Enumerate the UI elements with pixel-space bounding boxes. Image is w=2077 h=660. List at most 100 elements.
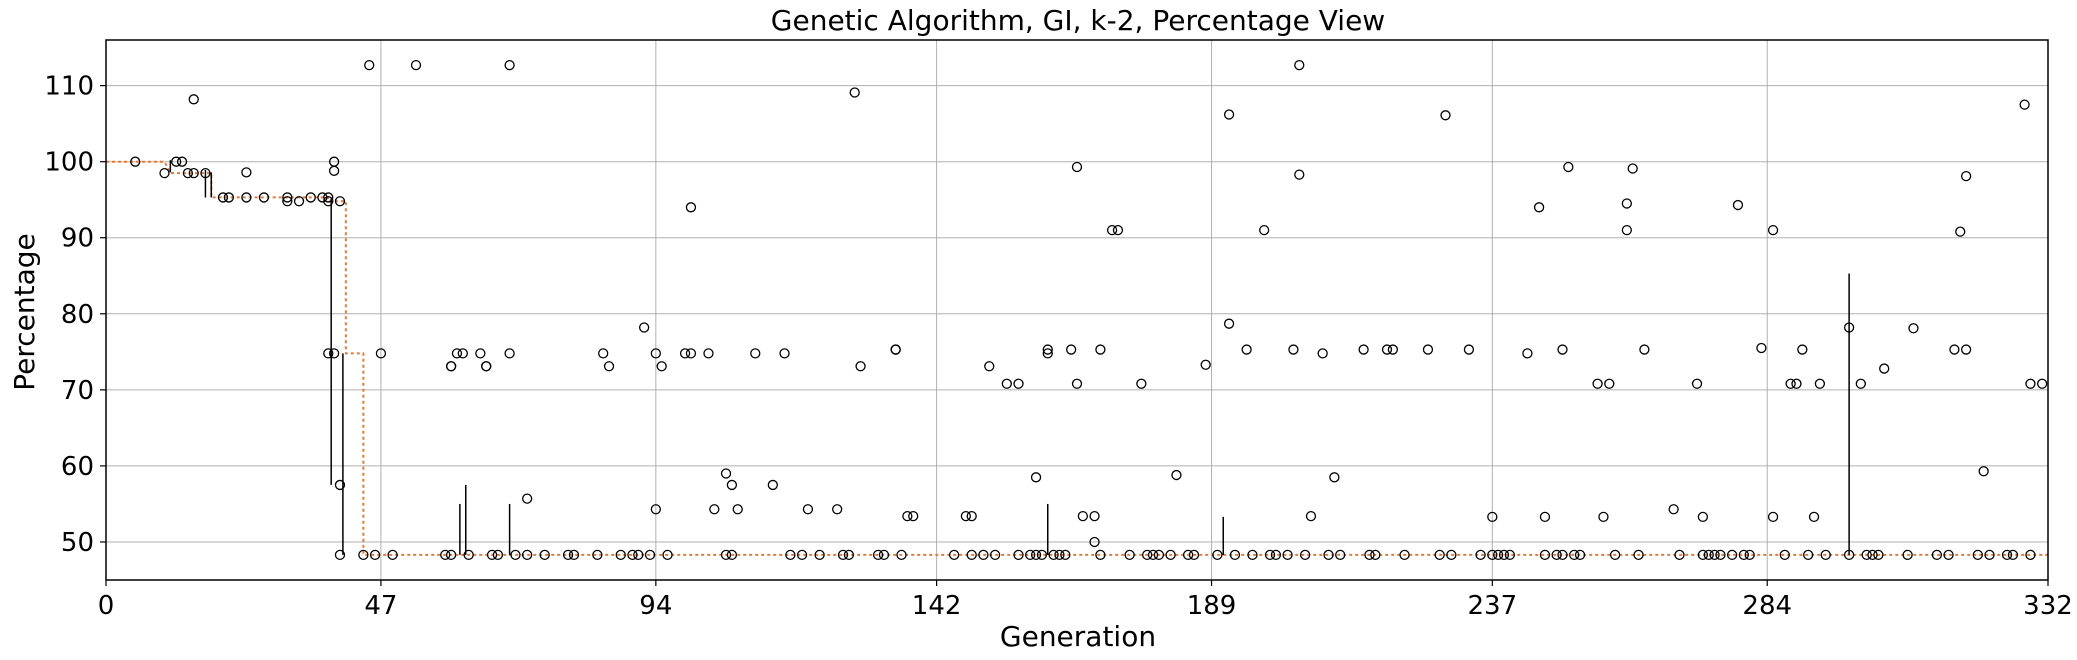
outlier-point: [364, 59, 375, 71]
outlier-point: [492, 549, 504, 561]
outlier-point: [1270, 549, 1282, 561]
outlier-point: [849, 87, 860, 98]
outlier-point: [241, 167, 252, 178]
outlier-point: [1299, 549, 1311, 561]
x-tick-label: 332: [2023, 591, 2073, 621]
outlier-point: [709, 504, 720, 515]
outlier-point: [1475, 549, 1486, 561]
outlier-point: [282, 196, 293, 207]
outlier-point: [1282, 549, 1293, 561]
outlier-point: [1294, 59, 1305, 71]
y-tick-label: 110: [44, 72, 94, 102]
outlier-point: [1557, 344, 1568, 355]
outlier-point: [1522, 348, 1533, 359]
outlier-point: [750, 348, 761, 359]
outlier-point: [855, 361, 866, 372]
x-axis-label: Generation: [1000, 620, 1156, 653]
outlier-point: [1066, 344, 1077, 355]
outlier-point: [445, 361, 457, 372]
outlier-point: [1949, 344, 1960, 355]
grid: [105, 40, 2049, 580]
outlier-point: [2001, 549, 2013, 561]
outlier-point: [720, 549, 732, 561]
outlier-point: [358, 549, 369, 561]
outlier-point: [1604, 378, 1615, 389]
outlier-point: [323, 348, 334, 359]
outlier-point: [872, 549, 884, 561]
outlier-point: [1434, 549, 1445, 561]
outlier-point: [1089, 510, 1100, 522]
outlier-point: [328, 348, 340, 359]
outlier-point: [1364, 549, 1375, 561]
outlier-point: [1317, 348, 1328, 359]
outlier-point: [679, 348, 691, 359]
outlier-point: [1715, 549, 1726, 561]
outlier-point: [1153, 549, 1165, 561]
x-tick-label: 284: [1742, 591, 1792, 621]
outlier-point: [1855, 378, 1866, 389]
outlier-point: [463, 549, 474, 561]
outlier-point: [1703, 549, 1714, 561]
outlier-point: [1030, 472, 1042, 483]
outlier-point: [1639, 344, 1650, 355]
outlier-point: [703, 348, 714, 359]
outlier-point: [568, 549, 580, 561]
outlier-point: [1188, 549, 1200, 561]
outlier-point: [1025, 549, 1036, 561]
outlier-point: [1241, 344, 1252, 355]
y-tick-label: 70: [61, 376, 94, 406]
outlier-point: [1960, 344, 1972, 355]
outlier-point: [1931, 549, 1943, 561]
outlier-point: [1902, 549, 1913, 561]
outlier-point: [989, 549, 1001, 561]
outlier-point: [1867, 549, 1878, 561]
plot-frame: [105, 39, 2049, 581]
outlier-point: [1124, 549, 1135, 561]
outlier-point: [1691, 378, 1703, 389]
outlier-point: [1446, 549, 1457, 561]
outlier-point: [767, 479, 778, 491]
outlier-point: [656, 361, 667, 372]
outlier-point: [1182, 549, 1194, 561]
outlier-point: [293, 196, 305, 207]
y-tick-label: 80: [61, 300, 94, 330]
outlier-point: [562, 549, 574, 561]
outlier-point: [633, 549, 644, 561]
outlier-point: [1533, 202, 1545, 213]
outlier-point: [984, 361, 995, 372]
outlier-point: [457, 348, 468, 359]
outlier-point: [1422, 344, 1434, 355]
outlier-point: [1785, 378, 1796, 389]
outlier-point: [1726, 549, 1738, 561]
outlier-point: [843, 549, 855, 561]
median-line: [106, 160, 2048, 556]
outlier-point: [1861, 549, 1872, 561]
outlier-point: [159, 167, 170, 179]
outlier-point: [1960, 170, 1972, 182]
outlier-point: [223, 192, 234, 203]
outlier-point: [1071, 378, 1083, 389]
outlier-point: [1223, 109, 1235, 120]
outlier-point: [1294, 169, 1305, 180]
outlier-point: [2025, 378, 2036, 389]
outlier-point: [908, 510, 919, 522]
outlier-point: [1171, 469, 1182, 481]
outlier-point: [1165, 549, 1176, 561]
outlier-point: [1042, 348, 1053, 359]
outlier-point: [1984, 549, 1995, 561]
outlier-point: [258, 192, 270, 203]
outlier-point: [1259, 224, 1270, 236]
outlier-point: [1738, 549, 1749, 561]
outlier-point: [539, 549, 550, 561]
outlier-point: [1358, 344, 1369, 355]
outlier-point: [644, 549, 656, 561]
outlier-point: [1504, 549, 1516, 561]
outlier-point: [440, 549, 451, 561]
outlier-point: [1539, 549, 1551, 561]
outlier-point: [726, 479, 738, 491]
outlier-point: [1071, 161, 1083, 173]
outlier-point: [1908, 323, 1919, 334]
y-axis-label: Percentage: [8, 233, 41, 391]
x-axis-ticks: 0 47 94 142 189 237 284 332: [98, 580, 2073, 621]
outlier-point: [1621, 224, 1632, 236]
